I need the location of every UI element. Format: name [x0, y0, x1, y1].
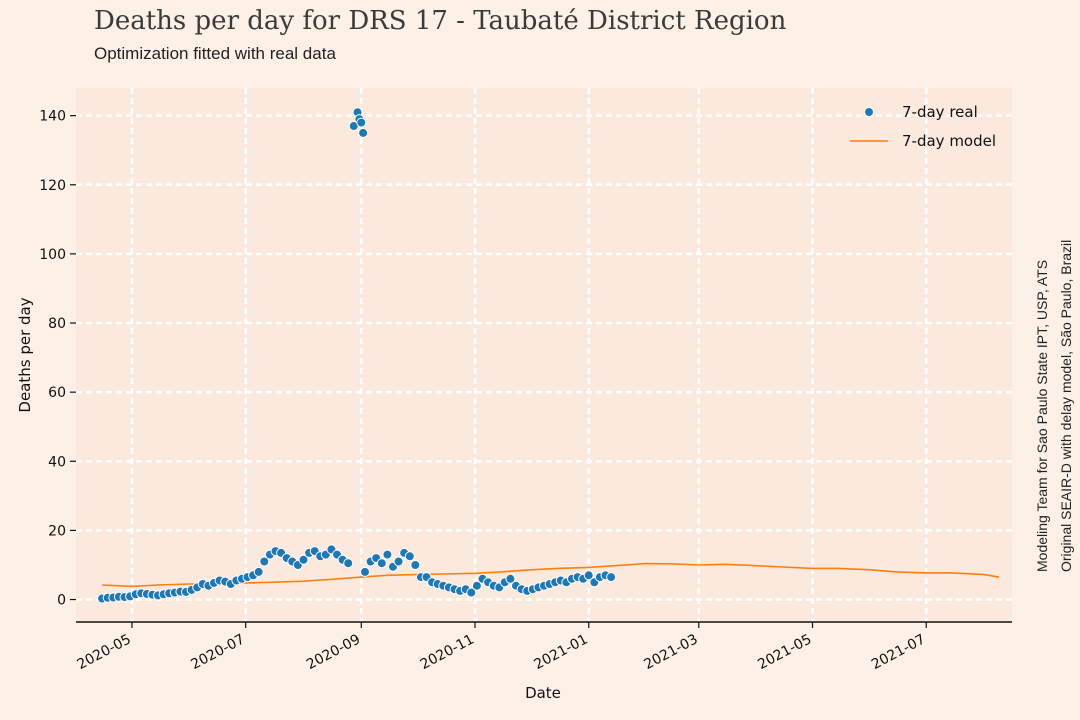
real-data-point	[259, 556, 270, 567]
x-tick-label: 2020-07	[188, 631, 247, 673]
real-data-point	[343, 558, 354, 569]
grid-layer	[76, 88, 1012, 622]
x-tick-label: 2020-09	[304, 631, 363, 673]
real-data-point	[376, 558, 387, 569]
real-data-point	[356, 117, 367, 128]
model-line	[102, 562, 1000, 588]
legend-label-model: 7-day model	[902, 132, 996, 150]
real-data-point	[471, 580, 482, 591]
y-tick-label: 100	[39, 247, 66, 263]
side-note-line-2: Original SEAIR-D with delay model, São P…	[1058, 240, 1074, 572]
x-tick-label: 2021-01	[531, 631, 590, 673]
chart-title: Deaths per day for DRS 17 - Taubaté Dist…	[94, 6, 787, 36]
side-note-line-1: Modeling Team for Sao Paulo State IPT, U…	[1034, 260, 1050, 572]
x-tick-label: 2021-05	[755, 631, 814, 673]
real-data-point	[606, 572, 617, 583]
points-layer	[97, 107, 617, 604]
y-tick-label: 140	[39, 109, 66, 125]
plot-background	[76, 88, 1012, 622]
real-data-point	[358, 127, 369, 138]
x-tick-label: 2020-11	[418, 631, 477, 673]
y-ticks-layer: 0 20 40 60 80 100 120 140	[39, 109, 76, 609]
side-note: Modeling Team for Sao Paulo State IPT, U…	[1034, 240, 1074, 572]
real-data-point	[298, 554, 309, 565]
x-axis-label: Date	[525, 684, 561, 702]
real-data-point	[382, 549, 393, 560]
legend-marker-real	[864, 107, 874, 117]
chart-subtitle: Optimization fitted with real data	[94, 44, 336, 63]
y-axis-label: Deaths per day	[16, 297, 34, 412]
legend: 7-day real 7-day model	[850, 103, 996, 150]
y-tick-label: 60	[48, 385, 66, 401]
x-tick-label: 2021-03	[641, 631, 700, 673]
legend-label-real: 7-day real	[902, 103, 978, 121]
real-data-point	[505, 573, 516, 584]
y-tick-label: 80	[48, 316, 66, 332]
real-data-point	[410, 560, 421, 570]
model-layer	[102, 562, 1000, 588]
x-ticks-layer: 2020-05 2020-07 2020-09 2020-11 2021-01 2021-…	[75, 622, 928, 673]
real-data-point	[360, 566, 370, 577]
real-data-point	[583, 570, 594, 581]
x-tick-label: 2021-07	[869, 631, 928, 673]
real-data-point	[466, 587, 477, 598]
real-data-point	[253, 566, 264, 577]
y-tick-label: 120	[39, 178, 66, 194]
real-data-point	[404, 551, 415, 562]
real-data-point	[393, 556, 404, 567]
y-tick-label: 20	[48, 523, 66, 539]
x-tick-label: 2020-05	[75, 631, 134, 673]
y-tick-label: 0	[57, 593, 66, 609]
y-tick-label: 40	[48, 454, 66, 470]
